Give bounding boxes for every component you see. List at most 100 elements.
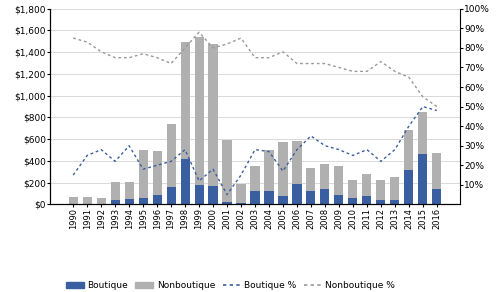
Nonboutique % (140, 52, 146, 55)
Boutique % (420, 105, 426, 108)
Nonboutique % (294, 62, 300, 65)
Nonboutique % (364, 69, 370, 73)
Bar (362, 174, 372, 196)
Bar (166, 187, 175, 204)
Boutique % (280, 169, 286, 173)
Bar (418, 154, 428, 204)
Boutique % (406, 124, 412, 128)
Boutique % (434, 109, 440, 112)
Bar (306, 191, 316, 204)
Bar (432, 153, 442, 189)
Bar (96, 199, 106, 204)
Boutique % (322, 144, 328, 147)
Bar (138, 198, 147, 204)
Boutique % (266, 150, 272, 153)
Nonboutique % (112, 56, 118, 60)
Boutique % (168, 160, 174, 163)
Bar (432, 189, 442, 204)
Boutique % (140, 167, 146, 171)
Bar (124, 182, 134, 199)
Bar (110, 200, 120, 204)
Bar (264, 150, 274, 191)
Bar (404, 170, 413, 204)
Boutique % (154, 164, 160, 167)
Bar (404, 131, 413, 170)
Boutique % (112, 160, 118, 163)
Nonboutique % (154, 56, 160, 60)
Bar (222, 202, 232, 204)
Boutique % (196, 179, 202, 183)
Bar (376, 199, 386, 204)
Boutique % (210, 167, 216, 171)
Boutique % (84, 154, 90, 157)
Bar (390, 199, 400, 204)
Nonboutique % (84, 40, 90, 44)
Bar (222, 140, 232, 202)
Nonboutique % (210, 46, 216, 50)
Bar (180, 42, 190, 159)
Boutique % (350, 154, 356, 157)
Boutique % (98, 148, 104, 151)
Boutique % (308, 134, 314, 138)
Bar (390, 177, 400, 199)
Bar (418, 112, 428, 154)
Line: Boutique %: Boutique % (73, 107, 437, 194)
Nonboutique % (434, 105, 440, 108)
Bar (166, 124, 175, 187)
Legend: Boutique, Nonboutique, Boutique %, Nonboutique %: Boutique, Nonboutique, Boutique %, Nonbo… (62, 277, 399, 292)
Boutique % (252, 148, 258, 151)
Bar (334, 166, 344, 194)
Bar (82, 197, 92, 204)
Bar (236, 184, 246, 203)
Bar (236, 203, 246, 204)
Boutique % (70, 173, 76, 177)
Bar (278, 196, 287, 204)
Bar (320, 189, 330, 204)
Bar (152, 151, 162, 194)
Bar (208, 44, 218, 186)
Bar (138, 150, 147, 198)
Nonboutique % (266, 56, 272, 60)
Bar (124, 199, 134, 204)
Bar (250, 191, 260, 204)
Nonboutique % (420, 95, 426, 99)
Nonboutique % (196, 30, 202, 34)
Bar (292, 141, 302, 184)
Bar (320, 164, 330, 189)
Boutique % (224, 193, 230, 196)
Nonboutique % (378, 60, 384, 63)
Bar (362, 196, 372, 204)
Boutique % (126, 144, 132, 147)
Bar (180, 159, 190, 204)
Nonboutique % (350, 69, 356, 73)
Bar (194, 185, 203, 204)
Bar (110, 182, 120, 200)
Bar (292, 184, 302, 204)
Bar (348, 180, 358, 199)
Boutique % (238, 173, 244, 177)
Bar (376, 180, 386, 199)
Nonboutique % (182, 46, 188, 50)
Nonboutique % (224, 42, 230, 46)
Bar (348, 199, 358, 204)
Boutique % (378, 160, 384, 163)
Nonboutique % (336, 66, 342, 69)
Nonboutique % (392, 69, 398, 73)
Nonboutique % (238, 36, 244, 40)
Bar (264, 191, 274, 204)
Bar (334, 194, 344, 204)
Boutique % (182, 148, 188, 151)
Nonboutique % (252, 56, 258, 60)
Nonboutique % (280, 50, 286, 53)
Nonboutique % (406, 75, 412, 79)
Boutique % (294, 148, 300, 151)
Nonboutique % (126, 56, 132, 60)
Boutique % (364, 148, 370, 151)
Bar (194, 37, 203, 185)
Nonboutique % (98, 50, 104, 53)
Bar (68, 197, 78, 204)
Nonboutique % (168, 62, 174, 65)
Bar (278, 142, 287, 196)
Bar (152, 194, 162, 204)
Bar (306, 168, 316, 191)
